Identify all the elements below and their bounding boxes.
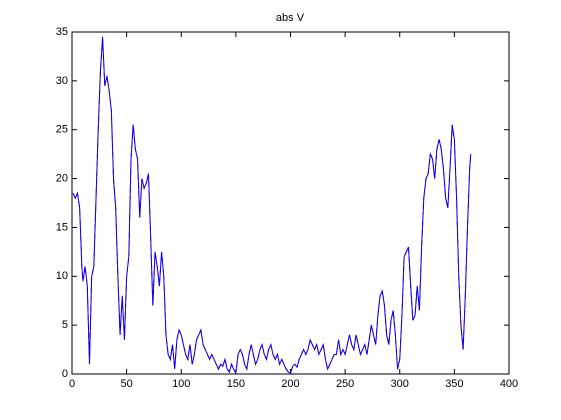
plot-area <box>71 31 510 375</box>
x-tick-label: 300 <box>391 378 409 390</box>
y-tick-label: 15 <box>56 221 68 233</box>
x-tick-label: 250 <box>336 378 354 390</box>
x-tick-label: 400 <box>500 378 518 390</box>
y-tick-label: 30 <box>56 75 68 87</box>
x-tick-label: 0 <box>69 378 75 390</box>
y-tick-label: 0 <box>62 368 68 380</box>
chart-title: abs V <box>276 12 305 24</box>
x-tick-label: 50 <box>121 378 133 390</box>
line-series <box>72 36 472 375</box>
y-tick-label: 10 <box>56 270 68 282</box>
y-tick-label: 35 <box>56 26 68 38</box>
x-tick-label: 350 <box>445 378 463 390</box>
x-tick-label: 150 <box>227 378 245 390</box>
y-tick-label: 5 <box>62 319 68 331</box>
y-tick-label: 20 <box>56 172 68 184</box>
y-tick-label: 25 <box>56 124 68 136</box>
x-tick-label: 100 <box>172 378 190 390</box>
x-tick-label: 200 <box>281 378 299 390</box>
